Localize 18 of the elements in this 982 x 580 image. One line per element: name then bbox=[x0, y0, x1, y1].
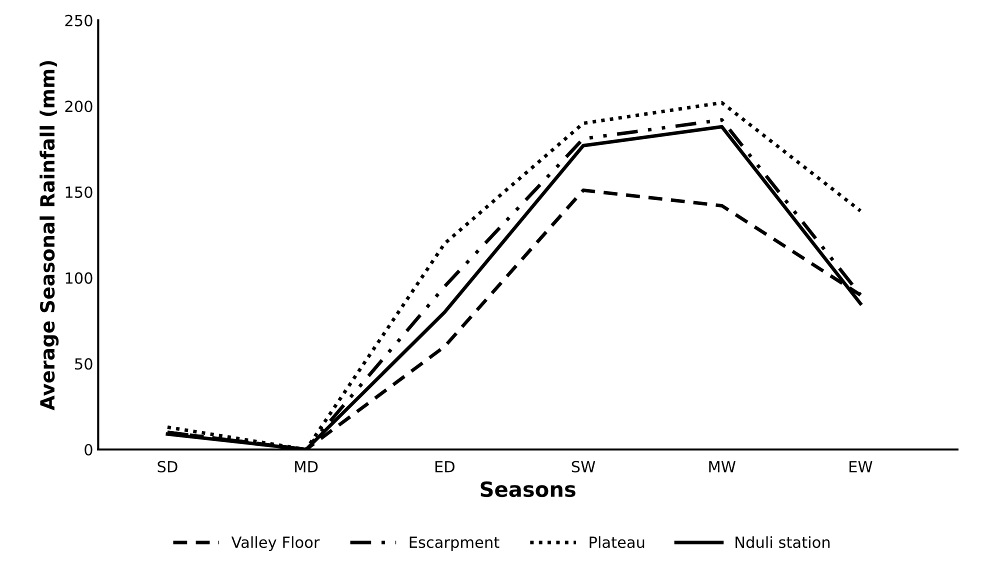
legend-label: Plateau bbox=[590, 536, 644, 548]
y-tick-label: 100 bbox=[66, 272, 92, 284]
y-tick-label: 0 bbox=[84, 444, 92, 456]
y-tick-label: 250 bbox=[65, 14, 92, 26]
x-tick-label: SD bbox=[158, 460, 178, 472]
y-tick-label: 200 bbox=[65, 100, 92, 112]
y-axis-title: Average Seasonal Rainfall (mm) bbox=[40, 61, 59, 410]
x-axis-title: Seasons bbox=[480, 481, 576, 498]
y-tick-label: 50 bbox=[75, 358, 92, 370]
legend-label: Escarpment bbox=[410, 536, 500, 551]
y-tick-label: 150 bbox=[66, 186, 92, 198]
legend-label: Valley Floor bbox=[231, 536, 320, 551]
x-tick-label: ED bbox=[435, 461, 454, 472]
x-tick-label: EW bbox=[850, 461, 872, 472]
legend-label: Nduli station bbox=[736, 536, 830, 548]
x-tick-label: SW bbox=[572, 460, 596, 472]
x-tick-label: MW bbox=[709, 461, 736, 472]
x-tick-label: MD bbox=[295, 461, 318, 472]
